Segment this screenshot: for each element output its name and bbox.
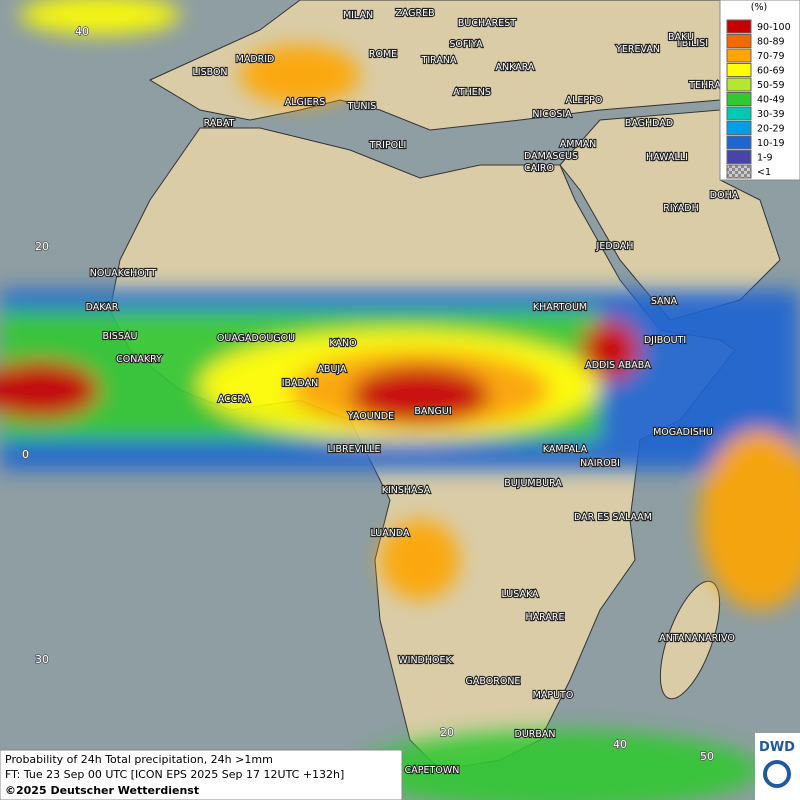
city-label: DAR ES SALAAM [574,512,652,523]
city-label: ROME [369,49,397,60]
city-label: MADRID [236,54,275,65]
city-label: YAOUNDE [347,411,394,422]
city-label: MAPUTO [533,690,574,701]
legend-swatch [726,164,752,179]
legend-title: (%) [751,2,767,13]
grid-label: 40 [613,738,627,751]
city-label: MILAN [343,10,373,21]
city-label: GABORONE [466,676,521,687]
city-label: KINSHASA [382,485,431,496]
city-label: BAKU [668,32,694,43]
legend-label: 90-100 [757,22,791,33]
city-label: WINDHOEK [398,655,452,666]
legend-label: 20-29 [757,124,785,135]
city-label: KANO [329,338,356,349]
city-label: ZAGREB [395,8,434,19]
city-label: HARARE [526,612,565,623]
city-label: ANTANANARIVO [659,633,735,644]
legend-label: <1 [757,167,771,178]
city-label: LUSAKA [501,589,539,600]
logo: DWD [755,733,800,800]
legend-swatch [726,63,752,77]
legend-label: 30-39 [757,109,785,120]
legend-label: 70-79 [757,51,785,62]
city-label: SANA [651,296,678,307]
city-label: ABUJA [317,364,347,375]
city-label: JEDDAH [596,241,634,252]
city-label: AMMAN [560,139,597,150]
legend-swatch [726,106,752,121]
footer-line: ©2025 Deutscher Wetterdienst [5,784,199,797]
city-label: LISBON [192,67,227,78]
city-label: TRIPOLI [369,140,407,151]
city-label: ANKARA [496,62,535,73]
legend-swatch [726,48,752,63]
city-label: CAPETOWN [405,765,460,776]
legend: (%) 90-100 80-89 70-79 60-69 50-59 40-49 30-39… [719,0,800,181]
city-label: ATHENS [453,87,491,98]
city-label: DAKAR [86,302,119,313]
legend-label: 40-49 [757,95,785,106]
city-label: ALEPPO [566,95,603,106]
city-label: TEHRA [688,80,721,91]
city-label: TIRANA [421,55,457,66]
grid-label: 20 [440,726,454,739]
city-label: DOHA [710,190,739,201]
legend-swatch [726,19,752,34]
city-label: BAGHDAD [625,118,673,129]
legend-swatch [726,92,752,106]
city-label: DJIBOUTI [644,335,686,346]
logo-text: DWD [759,740,795,755]
legend-label: 80-89 [757,37,785,48]
city-label: CAIRO [524,163,554,174]
legend-swatch [726,150,752,164]
legend-label: 50-59 [757,80,785,91]
city-label: RIYADH [663,203,698,214]
grid-label: 40 [75,25,89,38]
city-label: BUCHAREST [458,18,516,29]
legend-label: 1-9 [757,153,773,164]
footer-line: Probability of 24h Total precipitation, … [5,753,273,766]
legend-label: 10-19 [757,138,785,149]
city-label: DURBAN [515,729,556,740]
city-label: KAMPALA [543,444,588,455]
city-label: HAWALLI [646,152,688,163]
city-label: YEREVAN [615,44,660,55]
city-label: NAIROBI [580,458,620,469]
city-label: LIBREVILLE [327,444,380,455]
city-label: SOFIYA [449,39,483,50]
city-label: KHARTOUM [533,302,587,313]
footer-line: FT: Tue 23 Sep 00 UTC [ICON EPS 2025 Sep… [5,768,344,781]
legend-swatch [726,121,752,135]
city-label: TUNIS [347,101,377,112]
city-label: ADDIS ABABA [585,360,651,371]
legend-swatch [726,135,752,150]
city-label: CONAKRY [116,354,162,365]
grid-label: 20 [35,240,49,253]
legend-swatch [726,77,752,92]
city-label: BUJUMBURA [504,478,562,489]
legend-label: 60-69 [757,66,785,77]
city-label: ALGIERS [285,97,326,108]
legend-swatch [726,34,752,48]
city-label: BANGUI [414,406,451,417]
city-label: IBADAN [282,378,319,389]
city-label: DAMASCUS [524,151,578,162]
footer: Probability of 24h Total precipitation, … [0,749,403,800]
grid-label: 50 [700,750,714,763]
city-label: OUAGADOUGOU [217,333,295,344]
grid-label: 0 [22,448,29,461]
grid-label: 30 [35,653,49,666]
city-label: BISSAU [102,331,137,342]
city-label: ACCRA [218,394,251,405]
city-label: MOGADISHU [653,427,713,438]
city-label: LUANDA [370,528,410,539]
city-label: NOUAKCHOTT [90,268,157,279]
city-label: TBILISI [675,38,708,49]
city-label: RABAT [204,118,235,129]
city-label: NICOSIA [532,109,572,120]
